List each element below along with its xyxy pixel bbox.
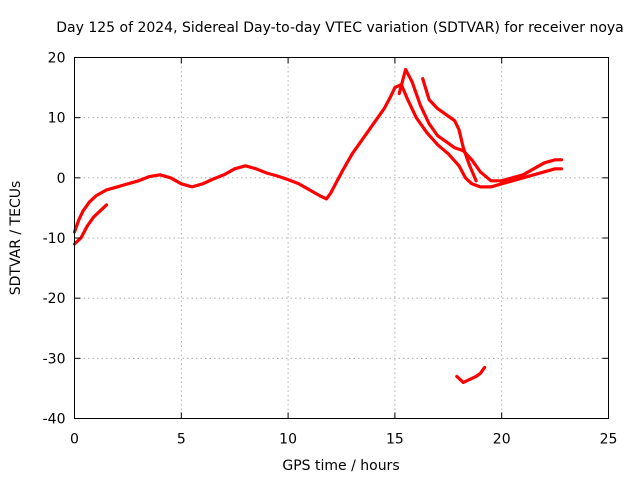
trace-main (72, 82, 564, 234)
trace-ridge (421, 76, 478, 183)
y-tick-label-10: 10 (48, 111, 66, 127)
y-tick-label--40: -40 (43, 412, 66, 428)
y-tick-label--20: -20 (43, 291, 66, 307)
x-tick-label-0: 0 (70, 432, 79, 448)
y-tick-label-0: 0 (57, 171, 66, 187)
x-tick-label-15: 15 (386, 432, 404, 448)
data-traces (72, 67, 564, 384)
axis-ticks: 0 5 10 15 20 25 -40 -30 -20 -10 0 10 20 (43, 51, 618, 448)
x-tick-label-25: 25 (600, 432, 618, 448)
x-tick-label-5: 5 (177, 432, 186, 448)
x-axis-label: GPS time / hours (282, 458, 399, 474)
y-tick-label--30: -30 (43, 351, 66, 367)
chart-title: Day 125 of 2024, Sidereal Day-to-day VTE… (56, 20, 624, 36)
x-tick-label-10: 10 (279, 432, 297, 448)
trace-dip (455, 365, 487, 384)
y-tick-label-20: 20 (48, 51, 66, 67)
y-axis-label: SDTVAR / TECUs (8, 181, 24, 296)
trace-early (72, 203, 109, 246)
y-tick-label--10: -10 (43, 231, 66, 247)
trace-upper (397, 67, 564, 183)
grid-lines (74, 57, 609, 419)
x-tick-label-20: 20 (493, 432, 511, 448)
